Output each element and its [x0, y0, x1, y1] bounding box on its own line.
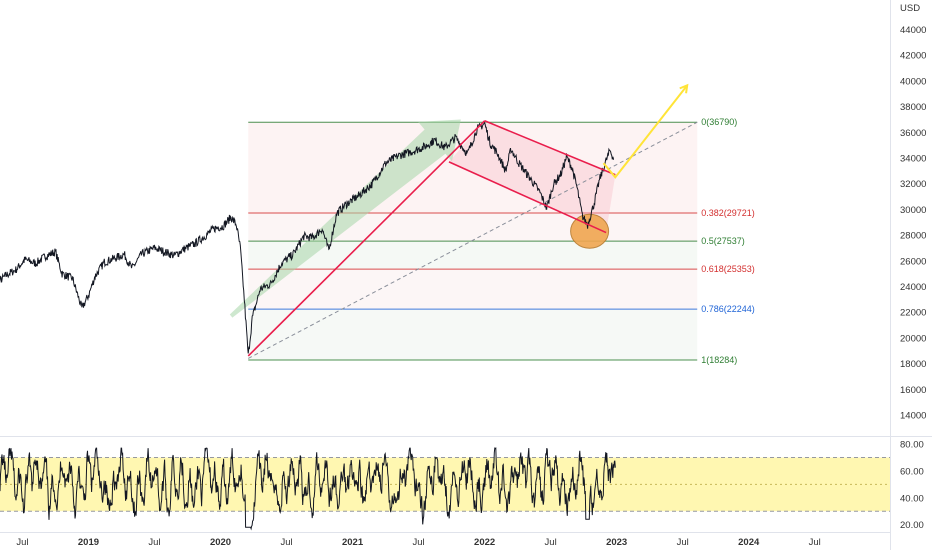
channel-fill — [448, 120, 616, 233]
fib-level-label: 0.5(27537) — [701, 236, 745, 246]
price-tick-label: 42000 — [900, 51, 926, 62]
rsi-tick-label: 80.00 — [900, 440, 924, 451]
price-tick-label: 14000 — [900, 411, 926, 422]
fib-zone — [248, 309, 698, 360]
price-series — [0, 121, 614, 354]
rsi-tick-label: 20.00 — [900, 520, 924, 531]
fib-level-label: 0.786(22244) — [701, 304, 755, 314]
rsi-tick-label: 40.00 — [900, 493, 924, 504]
channel-upper-line — [484, 120, 616, 176]
time-tick-label: 2019 — [78, 537, 99, 548]
price-tick-label: 32000 — [900, 179, 926, 190]
price-tick-label: 34000 — [900, 154, 926, 165]
fib-level-label: 1(18284) — [701, 355, 737, 365]
time-tick-label: Jul — [677, 537, 689, 548]
price-tick-label: 44000 — [900, 25, 926, 36]
rally-trendline — [247, 120, 486, 357]
time-tick-label: 2024 — [738, 537, 760, 548]
channel-lower-line — [448, 161, 607, 234]
price-tick-label: 26000 — [900, 256, 926, 267]
price-tick-label: 24000 — [900, 282, 926, 293]
projection-arrow — [602, 86, 687, 179]
price-tick-label: 20000 — [900, 333, 926, 344]
uptrend-arrow — [229, 119, 461, 318]
price-tick-label: 40000 — [900, 76, 926, 87]
dashed-trendline — [248, 121, 698, 359]
time-tick-label: Jul — [809, 537, 821, 548]
rsi-tick-label: 60.00 — [900, 466, 924, 477]
price-tick-label: 30000 — [900, 205, 926, 216]
time-tick-label: 2023 — [606, 537, 627, 548]
fib-level-label: 0.382(29721) — [701, 208, 755, 218]
time-tick-label: Jul — [413, 537, 425, 548]
fib-zone — [248, 269, 698, 310]
time-tick-label: 2020 — [210, 537, 231, 548]
fib-level-label: 0(36790) — [701, 117, 737, 127]
price-tick-label: 16000 — [900, 385, 926, 396]
price-tick-label: 18000 — [900, 359, 926, 370]
price-tick-label: 38000 — [900, 102, 926, 113]
price-tick-label: 36000 — [900, 128, 926, 139]
rsi-series — [0, 447, 616, 531]
time-tick-label: 2022 — [474, 537, 495, 548]
price-tick-label: 22000 — [900, 308, 926, 319]
time-tick-label: Jul — [545, 537, 557, 548]
support-circle — [570, 213, 610, 249]
currency-label: USD — [900, 3, 920, 14]
time-tick-label: 2021 — [342, 537, 364, 548]
fib-level-label: 0.618(25353) — [701, 264, 755, 274]
time-tick-label: Jul — [280, 537, 292, 548]
time-tick-label: Jul — [148, 537, 160, 548]
price-tick-label: 28000 — [900, 231, 926, 242]
time-tick-label: Jul — [16, 537, 28, 548]
